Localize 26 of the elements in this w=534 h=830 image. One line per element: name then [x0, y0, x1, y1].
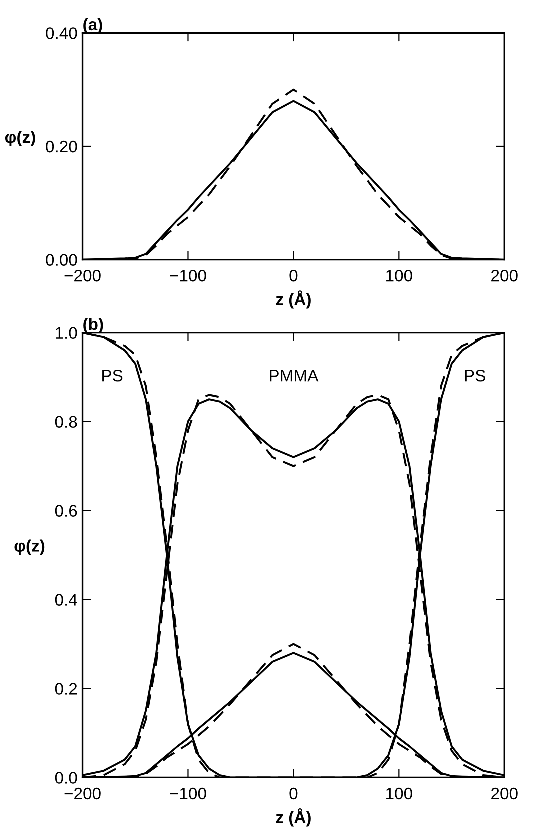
y-axis-title: φ(z): [5, 130, 36, 146]
y-axis-title: φ(z): [14, 540, 45, 556]
annotation: PMMA: [270, 370, 319, 382]
x-tick-label: −200: [64, 788, 101, 800]
y-tick-label: 0.6: [55, 505, 78, 517]
y-tick-label: 0.00: [46, 254, 78, 266]
annotation: PS: [102, 370, 123, 382]
y-tick-label: 0.2: [55, 683, 78, 695]
x-tick-label: −200: [64, 270, 101, 282]
x-tick-label: −100: [170, 788, 206, 800]
y-tick-label: 0.20: [46, 140, 78, 153]
x-tick-label: −100: [170, 270, 206, 282]
x-tick-label: 100: [386, 788, 412, 800]
y-tick-label: 0.0: [55, 772, 78, 784]
x-tick-label: 100: [386, 270, 412, 282]
x-tick-label: 200: [492, 788, 518, 800]
x-axis-title: z (Å): [276, 808, 311, 827]
x-tick-label: 0: [290, 788, 298, 800]
x-axis-title: z (Å): [276, 290, 311, 309]
x-tick-label: 0: [290, 270, 298, 282]
y-tick-label: 0.4: [55, 594, 78, 606]
y-tick-label: 0.40: [46, 28, 78, 40]
annotation: PS: [465, 370, 486, 382]
y-tick-label: 1.0: [56, 327, 78, 340]
x-tick-label: 200: [492, 270, 518, 282]
y-tick-label: 0.8: [55, 416, 78, 428]
